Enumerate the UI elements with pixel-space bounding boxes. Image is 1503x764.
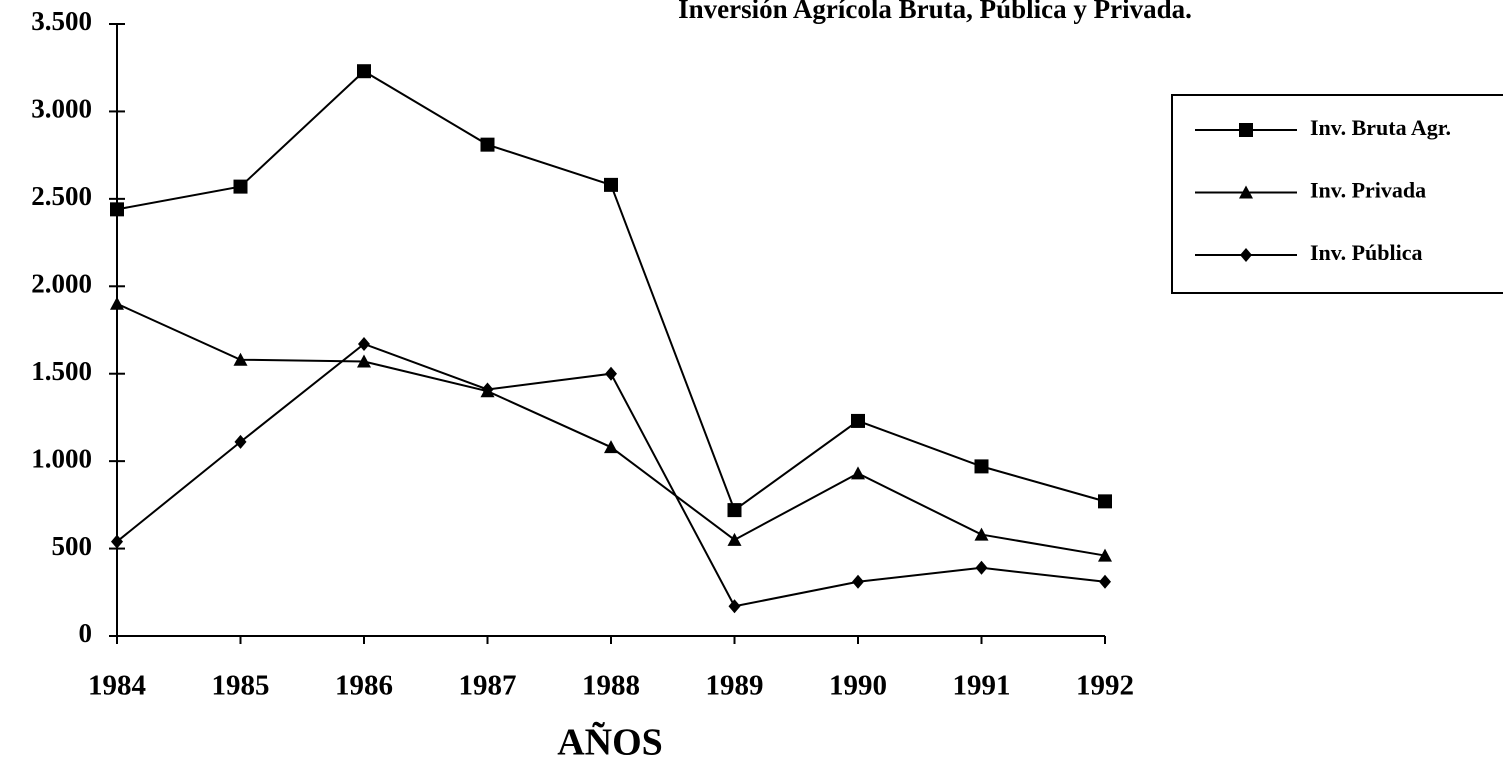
data-point bbox=[358, 336, 370, 351]
y-tick-label: 2.000 bbox=[31, 268, 92, 298]
y-tick-label: 3.000 bbox=[31, 94, 92, 124]
y-tick-label: 1.500 bbox=[31, 356, 92, 386]
data-point bbox=[605, 366, 617, 381]
data-point bbox=[111, 534, 123, 549]
x-axis-label: AÑOS bbox=[557, 722, 663, 764]
x-tick-label: 1987 bbox=[459, 670, 517, 702]
legend-marker bbox=[1239, 185, 1253, 199]
data-point bbox=[727, 532, 742, 546]
data-point bbox=[851, 466, 865, 480]
x-tick-label: 1986 bbox=[335, 670, 393, 702]
legend-label: Inv. Pública bbox=[1310, 240, 1422, 265]
data-point bbox=[727, 503, 742, 518]
data-point bbox=[851, 413, 865, 428]
x-tick-label: 1989 bbox=[706, 670, 764, 702]
legend-label: Inv. Bruta Agr. bbox=[1310, 115, 1451, 140]
data-point bbox=[1098, 548, 1112, 562]
data-point bbox=[110, 202, 124, 217]
x-tick-label: 1992 bbox=[1076, 670, 1134, 702]
data-point bbox=[357, 64, 371, 79]
y-tick-label: 0 bbox=[79, 618, 93, 648]
y-tick-label: 500 bbox=[52, 531, 93, 561]
data-point bbox=[481, 382, 494, 397]
series-line bbox=[116, 302, 1106, 557]
data-point bbox=[728, 599, 741, 614]
legend-box bbox=[1171, 94, 1503, 294]
legend-label: Inv. Privada bbox=[1310, 178, 1426, 203]
x-tick-label: 1988 bbox=[582, 670, 640, 702]
data-point bbox=[974, 527, 989, 541]
data-point bbox=[233, 179, 248, 194]
x-tick-label: 1990 bbox=[829, 670, 887, 702]
y-tick-label: 3.500 bbox=[31, 6, 92, 36]
data-point bbox=[975, 560, 988, 575]
data-point bbox=[357, 354, 371, 368]
x-tick-label: 1991 bbox=[953, 670, 1011, 702]
data-point bbox=[234, 434, 247, 449]
data-point bbox=[480, 137, 495, 152]
x-tick-label: 1985 bbox=[212, 670, 270, 702]
x-tick-label: 1984 bbox=[88, 670, 146, 702]
legend-marker bbox=[1239, 123, 1253, 137]
data-point bbox=[852, 574, 864, 589]
data-point bbox=[1098, 494, 1112, 509]
data-point bbox=[233, 352, 248, 366]
legend-marker bbox=[1240, 248, 1252, 262]
data-point bbox=[1099, 574, 1111, 589]
chart-title: Inversión Agrícola Bruta, Pública y Priv… bbox=[678, 0, 1192, 24]
data-point bbox=[604, 440, 618, 454]
data-point bbox=[604, 177, 618, 192]
series-line bbox=[116, 342, 1106, 608]
data-point bbox=[110, 296, 124, 310]
data-point bbox=[974, 459, 989, 474]
y-tick-label: 2.500 bbox=[31, 181, 92, 211]
y-tick-label: 1.000 bbox=[31, 443, 92, 473]
